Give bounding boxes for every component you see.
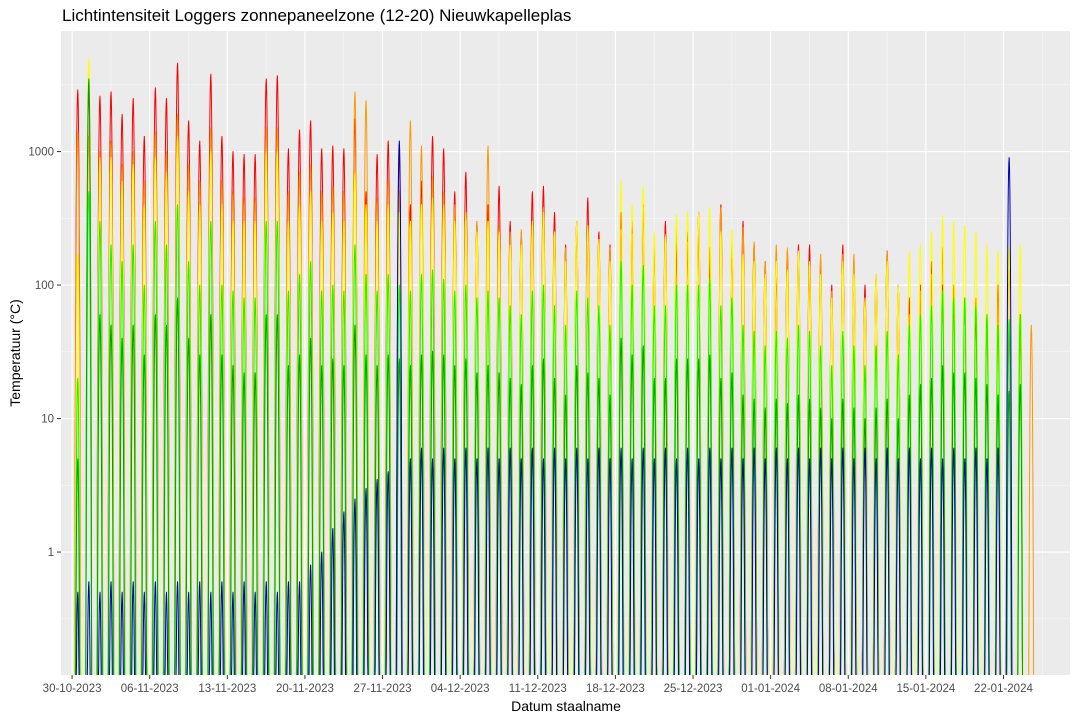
series-line-2	[74, 91, 1035, 675]
series-line-6	[75, 140, 1013, 675]
y-tick-label: 1000	[28, 147, 54, 159]
x-axis-title: Datum staalname	[511, 698, 621, 714]
x-tick-label: 15-01-2024	[896, 683, 955, 695]
x-tick-label: 27-11-2023	[354, 683, 412, 695]
y-tick-label: 100	[35, 280, 54, 292]
x-tick-label: 04-12-2023	[431, 683, 490, 695]
chart-title: Lichtintensiteit Loggers zonnepaneelzone…	[62, 6, 572, 25]
x-tick-label: 25-12-2023	[664, 683, 723, 695]
x-tick-label: 11-12-2023	[509, 683, 567, 695]
x-tick-label: 08-01-2024	[819, 683, 878, 695]
series-line-3	[74, 57, 1024, 675]
x-tick-label: 06-11-2023	[121, 683, 179, 695]
x-tick-label: 18-12-2023	[586, 683, 645, 695]
grid-major	[61, 31, 1070, 675]
y-tick-label: 10	[41, 414, 54, 426]
x-tick-label: 01-01-2024	[741, 683, 800, 695]
y-tick-label: 1	[48, 547, 54, 559]
x-tick-label: 20-11-2023	[276, 683, 334, 695]
series-line-4	[74, 191, 1024, 675]
y-axis: 1 10 100 1000	[28, 147, 61, 559]
x-axis: 30-10-2023 06-11-2023 13-11-2023 20-11-2023…	[43, 675, 1033, 695]
series-line-5	[75, 78, 1023, 675]
plot-panel	[61, 31, 1070, 675]
y-axis-title: Temperatuur (°C)	[7, 299, 23, 407]
x-tick-label: 30-10-2023	[43, 683, 102, 695]
x-tick-label: 22-01-2024	[974, 683, 1033, 695]
x-tick-label: 13-11-2023	[198, 683, 256, 695]
series-layer	[74, 57, 1035, 675]
